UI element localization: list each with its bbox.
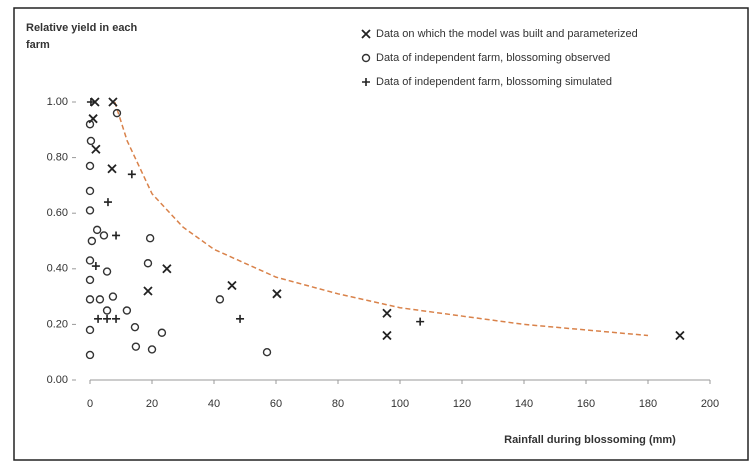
y-tick-label: 0.40 [47,263,68,275]
y-tick-label: 0.20 [47,318,68,330]
legend-marker [361,53,371,63]
x-tick-label: 120 [453,398,471,410]
point-plus [86,98,95,106]
point-cross [227,280,237,291]
fitted-curve [114,101,649,337]
point-circle [86,136,96,146]
point-circle [262,348,272,357]
x-tick-label: 0 [87,398,93,410]
point-circle [130,322,140,332]
point-circle [99,231,109,240]
x-tick-label: 80 [332,398,344,410]
x-tick-label: 180 [639,398,657,410]
point-plus [91,262,100,271]
point-plus [112,231,121,240]
point-plus [236,314,245,323]
point-cross [162,264,172,274]
point-circle [145,234,155,243]
point-cross [91,144,101,154]
point-plus [112,314,121,323]
point-circle [85,350,95,360]
legend-label: Data on which the model was built and pa… [376,28,638,40]
x-tick-label: 140 [515,398,533,410]
x-tick-label: 20 [146,398,158,410]
legend-marker [361,29,371,39]
point-circle [215,295,225,304]
point-circle [108,292,118,301]
point-circle [85,186,95,196]
point-circle [85,295,95,304]
point-cross [143,286,153,296]
point-cross [108,97,118,107]
legend-label: Data of independent farm, blossoming sim… [376,76,612,88]
point-circle [85,206,95,215]
point-circle [85,120,95,129]
x-tick-label: 100 [391,398,409,410]
point-circle [102,267,112,276]
y-tick-label: 0.80 [47,152,68,164]
point-circle [147,345,157,354]
point-circle [95,295,105,304]
frame [13,7,749,461]
point-circle [85,256,95,265]
y-axis-title: Relative yield in each farm [26,22,138,51]
x-axis-title: Rainfall during blossoming (mm) [504,434,676,446]
point-plus [103,198,112,207]
point-cross [90,97,100,107]
point-circle [112,108,122,118]
point-cross [107,164,117,174]
point-circle [143,259,153,268]
y-tick-label: 0.60 [47,207,68,219]
legend-marker [362,78,370,86]
point-circle [102,306,112,315]
point-plus [127,170,136,179]
x-tick-label: 60 [270,398,282,410]
point-circle [122,306,132,315]
point-circle [157,328,167,337]
point-cross [675,330,685,341]
point-plus [416,317,425,326]
point-plus [103,314,112,323]
point-circle [85,161,95,171]
point-plus [94,314,103,323]
point-circle [85,275,95,285]
y-tick-label: 0.00 [47,374,68,386]
x-tick-label: 200 [701,398,719,410]
point-cross [272,289,282,299]
point-cross [382,330,392,341]
point-circle [131,342,141,351]
point-cross [382,308,392,318]
legend-label: Data of independent farm, blossoming obs… [376,52,610,64]
point-circle [87,236,97,246]
point-circle [92,225,102,235]
y-tick-label: 1.00 [47,96,68,108]
x-tick-label: 160 [577,398,595,410]
point-circle [85,325,95,335]
x-tick-label: 40 [208,398,220,410]
